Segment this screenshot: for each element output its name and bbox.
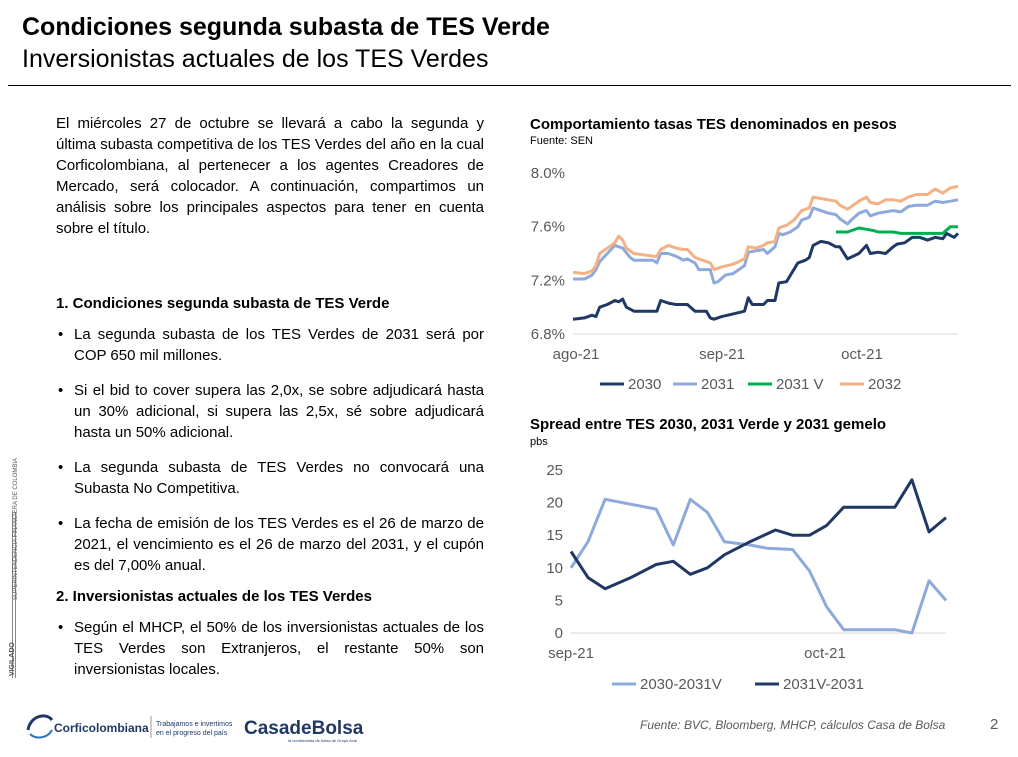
section2-list: Según el MHCP, el 50% de los inversionis… bbox=[56, 617, 484, 680]
x-tick-label: ago-21 bbox=[553, 346, 600, 363]
section1-heading: 1. Condiciones segunda subasta de TES Ve… bbox=[56, 295, 390, 312]
legend-label: 2030 bbox=[628, 376, 661, 393]
corficolombiana-logo-icon: Corficolombiana Trabajamos e invertimos … bbox=[26, 714, 364, 743]
legend-label: 2031 bbox=[701, 376, 734, 393]
slogan-line1: Trabajamos e invertimos bbox=[156, 721, 233, 728]
x-tick-label: sep-21 bbox=[548, 645, 594, 662]
x-tick-label: sep-21 bbox=[699, 346, 745, 363]
page-subtitle: Inversionistas actuales de los TES Verde… bbox=[22, 45, 489, 73]
header-divider bbox=[8, 85, 1011, 86]
y-tick-label: 20 bbox=[546, 495, 563, 512]
slogan-line2: en el progreso del país bbox=[156, 730, 228, 737]
y-tick-label: 7.6% bbox=[531, 219, 565, 236]
x-tick-label: oct-21 bbox=[841, 346, 883, 363]
casadebolsa-tagline: la comisionista de bolsa de Grupo Aval bbox=[288, 738, 357, 743]
chart1-source: Fuente: SEN bbox=[530, 135, 593, 147]
y-tick-label: 25 bbox=[546, 462, 563, 479]
y-tick-label: 5 bbox=[555, 592, 563, 609]
section2-heading: 2. Inversionistas actuales de los TES Ve… bbox=[56, 588, 372, 605]
y-tick-label: 0 bbox=[555, 625, 563, 642]
casadebolsa-logo: CasadeBolsa bbox=[244, 718, 364, 739]
list-item: La segunda subasta de los TES Verdes de … bbox=[56, 324, 484, 366]
list-item: Según el MHCP, el 50% de los inversionis… bbox=[56, 617, 484, 680]
page-number: 2 bbox=[990, 716, 999, 733]
series-line-2031-V bbox=[836, 225, 958, 235]
y-tick-label: 7.2% bbox=[531, 272, 565, 289]
legend-label: 2031V-2031 bbox=[783, 676, 864, 693]
list-item: Si el bid to cover supera las 2,0x, se s… bbox=[56, 380, 484, 443]
list-item: La fecha de emisión de los TES Verdes es… bbox=[56, 513, 484, 576]
y-tick-label: 8.0% bbox=[531, 165, 565, 182]
x-tick-label: oct-21 bbox=[804, 645, 846, 662]
footer-logos: Corficolombiana Trabajamos e invertimos … bbox=[24, 708, 364, 744]
legend-label: 2030-2031V bbox=[640, 676, 722, 693]
footer-source: Fuente: BVC, Bloomberg, MHCP, cálculos C… bbox=[640, 718, 946, 732]
chart2-title: Spread entre TES 2030, 2031 Verde y 2031… bbox=[530, 416, 887, 433]
series-line-2031 bbox=[573, 198, 959, 285]
vigilado-stamp bbox=[6, 512, 22, 678]
legend-label: 2032 bbox=[868, 376, 901, 393]
section1-list: La segunda subasta de los TES Verdes de … bbox=[56, 324, 484, 576]
series-line-2030 bbox=[572, 231, 960, 321]
body-text: El miércoles 27 de octubre se llevará a … bbox=[56, 113, 484, 694]
y-tick-label: 6.8% bbox=[531, 326, 565, 343]
page-title: Condiciones segunda subasta de TES Verde bbox=[22, 13, 550, 41]
y-tick-label: 15 bbox=[546, 527, 563, 544]
intro-paragraph: El miércoles 27 de octubre se llevará a … bbox=[56, 115, 484, 237]
chart2-unit: pbs bbox=[530, 436, 548, 448]
list-item: La segunda subasta de TES Verdes no conv… bbox=[56, 457, 484, 499]
series-line-2032 bbox=[572, 184, 959, 276]
y-tick-label: 10 bbox=[546, 560, 563, 577]
corficolombiana-wordmark: Corficolombiana bbox=[54, 721, 149, 735]
legend-label: 2031 V bbox=[776, 376, 824, 393]
series-line-2030-2031V bbox=[569, 497, 948, 635]
chart1-title: Comportamiento tasas TES denominados en … bbox=[530, 116, 897, 133]
series-line-2031V-2031 bbox=[569, 478, 947, 591]
